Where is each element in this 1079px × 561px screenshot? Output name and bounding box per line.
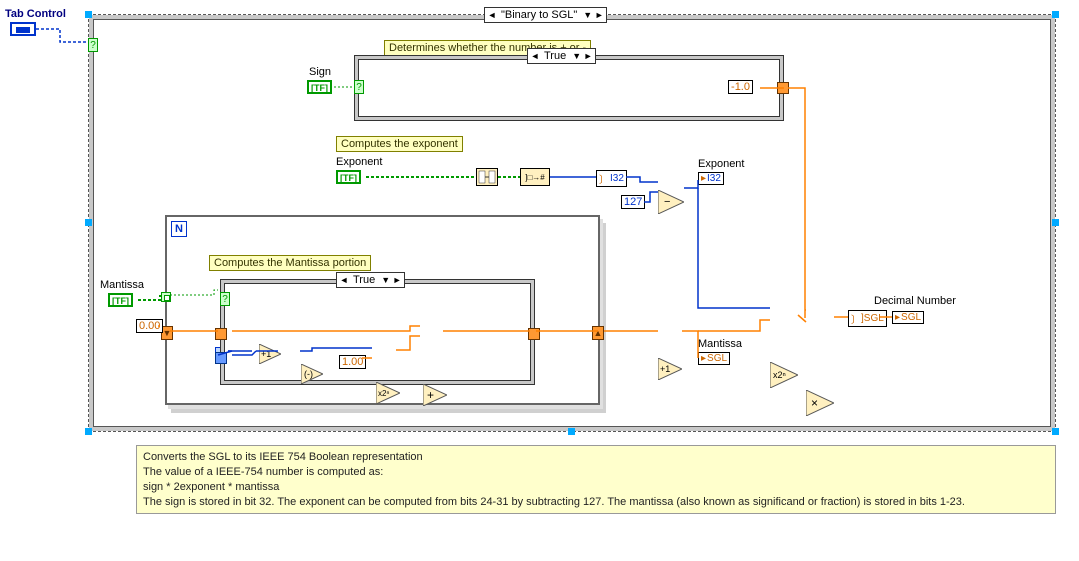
resize-handle[interactable] [85,219,92,226]
mantissa-case-selector[interactable]: ◄ True ▼ ► [336,272,405,288]
desc-line-2: The value of a IEEE-754 number is comput… [143,465,1049,480]
svg-text:x2ⁿ: x2ⁿ [773,370,786,380]
dropdown-icon[interactable]: ▼ [570,51,583,61]
mantissa-comment: Computes the Mantissa portion [209,255,371,271]
decimal-indicator[interactable]: ▸SGL [892,311,924,324]
resize-handle[interactable] [1052,11,1059,18]
mantissa-input-label: Mantissa [100,279,144,291]
tab-control-terminal[interactable] [10,22,36,36]
sign-terminal[interactable]: [TF] [307,80,332,94]
decimal-output-label: Decimal Number [874,295,956,307]
mantissa-indicator[interactable]: ▸SGL [698,352,730,365]
svg-text:−: − [664,196,670,208]
sign-label: Sign [309,66,331,78]
mantissa-case-structure: ◄ True ▼ ► ? +1 (-) 1.00 x2ⁿ + [220,279,535,385]
case-selector-text: "Binary to SGL" [497,9,581,21]
svg-text:+1: +1 [660,364,670,374]
svg-text:+: + [427,388,434,402]
mantissa-one-constant[interactable]: 1.00 [339,355,366,369]
exponent-bias-constant[interactable]: 127 [621,195,645,209]
shift-register-right: ▲ [592,326,604,340]
sgl-conv-text: ]SGL [861,313,884,324]
resize-handle[interactable] [1052,219,1059,226]
add-node[interactable]: + [423,384,447,406]
resize-handle[interactable] [85,11,92,18]
reverse-array-node[interactable] [476,168,498,186]
coerce-icon: 〕 [599,171,609,186]
main-case-selector[interactable]: ◄ "Binary to SGL" ▼ ► [484,7,607,23]
case-next-icon[interactable]: ► [392,275,402,285]
loop-n-terminal[interactable]: N [171,221,187,237]
exponent-terminal[interactable]: [TF] [336,170,361,184]
dropdown-icon[interactable]: ▼ [581,10,594,20]
subtract-node[interactable]: − [658,190,684,214]
case-next-icon[interactable]: ► [583,51,593,61]
sign-case-text: True [540,50,570,62]
negate-node[interactable]: (-) [301,364,323,384]
bool-array-to-number-node[interactable]: ]□→# [520,168,550,186]
case-selector-terminal: ? [88,38,98,52]
case-prev-icon[interactable]: ◄ [487,10,497,20]
case-next-icon[interactable]: ► [594,10,604,20]
indicator-arrow-icon: ▸ [701,173,706,184]
svg-text:x2ⁿ: x2ⁿ [378,389,389,398]
sign-case-structure: ◄ True ▼ ► ? -1.0 [354,55,784,121]
mantissa-output-label: Mantissa [698,338,742,350]
increment-node[interactable]: +1 [259,344,281,364]
tunnel-in-sr [215,328,227,340]
resize-handle[interactable] [568,428,575,435]
sgl-type-text: SGL [901,312,921,323]
desc-line-1: Converts the SGL to its IEEE 754 Boolean… [143,450,1049,465]
multiply-node[interactable]: × [806,390,834,416]
tunnel-in-i [215,352,227,364]
svg-text:(-): (-) [304,369,313,379]
case-selector-terminal: ? [220,292,230,306]
scale-2n-final[interactable]: x2ⁿ [770,362,798,388]
autoindex-icon [164,295,170,301]
case-prev-icon[interactable]: ◄ [339,275,349,285]
resize-handle[interactable] [1052,428,1059,435]
scale-2n-node[interactable]: x2ⁿ [376,382,400,404]
tunnel-out [528,328,540,340]
sign-constant[interactable]: -1.0 [728,80,753,94]
sign-case-selector[interactable]: ◄ True ▼ ► [527,48,596,64]
sign-output-tunnel [777,82,789,94]
dropdown-icon[interactable]: ▼ [379,275,392,285]
resize-handle[interactable] [85,428,92,435]
exponent-comment: Computes the exponent [336,136,463,152]
desc-line-4: The sign is stored in bit 32. The expone… [143,495,1049,510]
i32-text: I32 [610,173,624,184]
mantissa-init-constant[interactable]: 0.00 [136,319,163,333]
to-i32-node[interactable]: 〕I32 [596,170,627,187]
description-comment: Converts the SGL to its IEEE 754 Boolean… [136,445,1056,514]
coerce-icon: 〕 [851,311,861,326]
exponent-output-label: Exponent [698,158,744,170]
increment-after-loop[interactable]: +1 [658,358,682,380]
exponent-input-label: Exponent [336,156,382,168]
case-prev-icon[interactable]: ◄ [530,51,540,61]
exponent-indicator[interactable]: ▸I32 [698,172,724,185]
to-sgl-node[interactable]: 〕]SGL [848,310,887,327]
svg-text:×: × [811,396,818,410]
mantissa-case-text: True [349,274,379,286]
for-loop: N i ▼ ▲ Computes the Mantissa portion ◄ … [165,215,600,405]
i32-label: I32 [707,173,721,184]
indicator-arrow-icon: ▸ [895,312,900,323]
indicator-arrow-icon: ▸ [701,353,706,364]
desc-line-3: sign * 2exponent * mantissa [143,480,1049,495]
mantissa-terminal[interactable]: [TF] [108,293,133,307]
svg-text:+1: +1 [261,349,271,359]
case-selector-terminal: ? [354,80,364,94]
sgl-label: SGL [707,353,727,364]
tab-control-label: Tab Control [5,8,66,20]
